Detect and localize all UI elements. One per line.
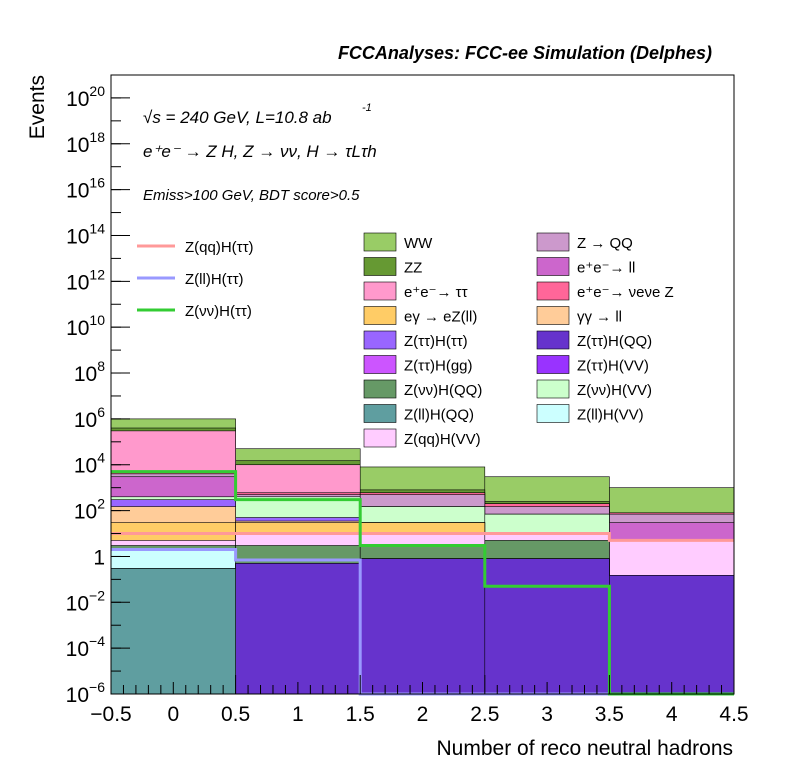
legend-label: Z(ττ)H(QQ)	[577, 333, 652, 350]
x-tick-label: 0	[167, 703, 179, 726]
plot-area: −0.5 0 0.5 1 1.5 2 2.5 3 3.5 4 4.5 10−610−410−2110…	[66, 74, 749, 726]
x-tick-label: −0.5	[90, 703, 131, 726]
legend-label: Z(qq)H(ττ)	[185, 239, 254, 256]
legend-label: Z(νν)H(QQ)	[404, 382, 482, 399]
x-tick-label: 2.5	[470, 703, 499, 726]
legend-swatch	[363, 330, 397, 350]
x-axis-ticks: −0.5 0 0.5 1 1.5 2 2.5 3 3.5 4 4.5	[90, 675, 749, 726]
bar-z-ll-h-qq--bin-0	[110, 568, 236, 695]
x-tick-label: 3	[541, 703, 553, 726]
y-tick-label: 10−4	[66, 633, 106, 661]
bar-z-h-qq--bin-4	[609, 575, 735, 695]
y-tick-label: 1012	[66, 266, 105, 294]
bar-z-h-qq--bin-1	[235, 563, 361, 695]
annotation-block: √s = 240 GeV, L=10.8 ab -1 e⁺e⁻ → Z H, Z…	[143, 102, 377, 204]
legend-swatch	[536, 232, 570, 252]
legend-swatch	[536, 257, 570, 276]
y-tick-label: 1016	[66, 175, 105, 203]
legend-label: ZZ	[404, 260, 422, 277]
legend-label: Z(qq)H(VV)	[404, 431, 481, 448]
y-tick-label: 1	[93, 546, 105, 569]
legend-swatch	[536, 355, 570, 374]
legend-label: e⁺e⁻→ νeνe Z	[577, 284, 674, 301]
legend-signals: Z(qq)H(ττ) Z(ll)H(ττ) Z(νν)H(ττ)	[137, 239, 254, 320]
signal-line-0	[111, 532, 734, 542]
legend-label: Z(νν)H(VV)	[577, 382, 652, 399]
legend-label: Z(νν)H(ττ)	[185, 303, 252, 320]
x-axis-label: Number of reco neutral hadrons	[437, 737, 734, 760]
legend-label: Z(ll)H(QQ)	[404, 407, 474, 424]
y-tick-label: 102	[74, 496, 105, 524]
legend-label: Z(ττ)H(VV)	[577, 358, 649, 375]
x-tick-label: 2	[417, 703, 429, 726]
legend-backgrounds-col1: WW ZZ e⁺e⁻→ ττ eγ → eZ(ll) Z(ττ)H(ττ) Z(ττ)H(…	[363, 232, 482, 448]
energy-annotation: √s = 240 GeV, L=10.8 ab	[143, 108, 332, 127]
x-tick-label: 3.5	[595, 703, 624, 726]
x-tick-label: 4.5	[719, 703, 748, 726]
legend-swatch	[536, 379, 570, 399]
y-tick-label: 10−2	[66, 587, 106, 615]
legend-swatch	[363, 257, 397, 276]
legend-swatch	[536, 306, 570, 325]
y-axis-ticks: 10−6 10−4 10−2 1 102 104 106 108 1010 1012 1014 101…	[66, 83, 130, 707]
legend-label: Z → QQ	[577, 235, 633, 252]
y-tick-label: 10−6	[66, 679, 106, 707]
legend-swatch	[536, 281, 570, 301]
x-tick-label: 0.5	[221, 703, 250, 726]
x-tick-label: 1.5	[346, 703, 375, 726]
legend-label: Z(ττ)H(ττ)	[404, 333, 468, 350]
legend-label: Z(ll)H(ττ)	[185, 271, 244, 288]
stacked-histogram	[110, 418, 735, 695]
legend-swatch	[363, 232, 397, 252]
y-tick-label: 1010	[66, 312, 105, 340]
legend-swatch	[363, 355, 397, 374]
chart-title: FCCAnalyses: FCC-ee Simulation (Delphes)	[338, 43, 712, 63]
signal-line-2	[111, 470, 734, 696]
process-annotation: e⁺e⁻ → Z H, Z → νν, H → τLτh	[143, 142, 377, 161]
bar-z-h-qq--bin-3	[484, 558, 610, 695]
y-tick-label: 108	[74, 358, 105, 386]
y-tick-label: 1014	[66, 220, 105, 248]
legend-swatch	[536, 330, 570, 350]
legend-label: Z(ττ)H(gg)	[404, 358, 473, 375]
x-tick-label: 1	[292, 703, 304, 726]
y-tick-label: 104	[74, 450, 105, 478]
legend-label: eγ → eZ(ll)	[404, 309, 477, 326]
legend-backgrounds-col2: Z → QQ e⁺e⁻→ ll e⁺e⁻→ νeνe Z γγ → ll Z(ττ)H(…	[536, 232, 674, 424]
legend-label: WW	[404, 235, 433, 252]
y-tick-label: 1018	[66, 129, 105, 157]
legend-label: e⁺e⁻→ ll	[577, 260, 635, 277]
legend-swatch	[536, 404, 570, 423]
legend-swatch	[363, 404, 397, 423]
y-tick-label: 106	[74, 404, 105, 432]
legend-label: γγ → ll	[577, 309, 622, 326]
legend-label: e⁺e⁻→ ττ	[404, 284, 468, 301]
x-tick-label: 4	[666, 703, 678, 726]
legend-swatch	[363, 379, 397, 399]
bar-z-h-qq--bin-2	[359, 558, 486, 695]
legend-swatch	[363, 281, 397, 301]
y-axis-label: Events	[26, 75, 49, 139]
legend-swatch	[363, 306, 397, 325]
energy-annotation-sup: -1	[362, 102, 372, 114]
y-tick-label: 1020	[66, 83, 105, 111]
selection-annotation: Emiss>100 GeV, BDT score>0.5	[143, 187, 360, 204]
legend-swatch	[363, 428, 397, 448]
legend-label: Z(ll)H(VV)	[577, 407, 644, 424]
